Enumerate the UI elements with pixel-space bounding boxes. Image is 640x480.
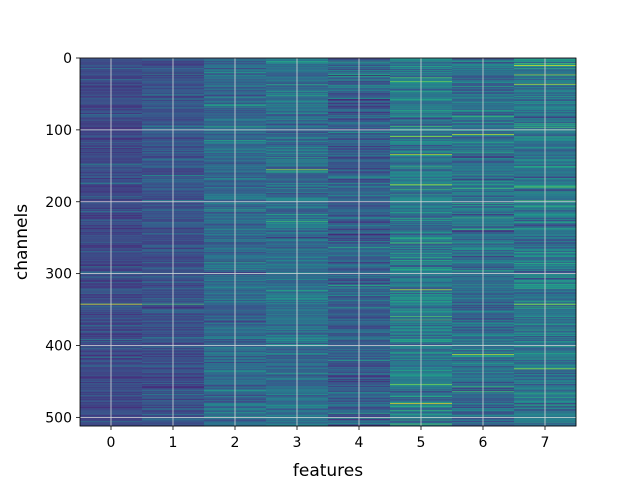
y-tick-label: 500: [45, 410, 72, 426]
grid-lines: [80, 57, 576, 426]
y-axis: 0 100 200 300 400 500: [45, 51, 80, 426]
x-tick-label: 7: [541, 435, 550, 451]
x-tick-label: 2: [231, 435, 240, 451]
x-axis-label: features: [293, 461, 363, 480]
x-tick-label: 6: [479, 435, 488, 451]
y-tick-label: 300: [45, 267, 72, 283]
heatmap-cells: [80, 58, 577, 427]
x-tick-label: 5: [417, 435, 426, 451]
x-tick-label: 4: [355, 435, 364, 451]
y-tick-label: 400: [45, 339, 72, 355]
y-tick-label: 100: [45, 123, 72, 139]
x-tick-label: 1: [169, 435, 178, 451]
x-axis: 0 1 2 3 4 5 6 7: [107, 426, 550, 451]
y-tick-label: 200: [45, 195, 72, 211]
x-tick-label: 0: [107, 435, 116, 451]
plot-frame: [79, 57, 577, 427]
y-axis-label: channels: [12, 204, 32, 280]
x-tick-label: 3: [293, 435, 302, 451]
y-tick-label: 0: [63, 51, 72, 67]
